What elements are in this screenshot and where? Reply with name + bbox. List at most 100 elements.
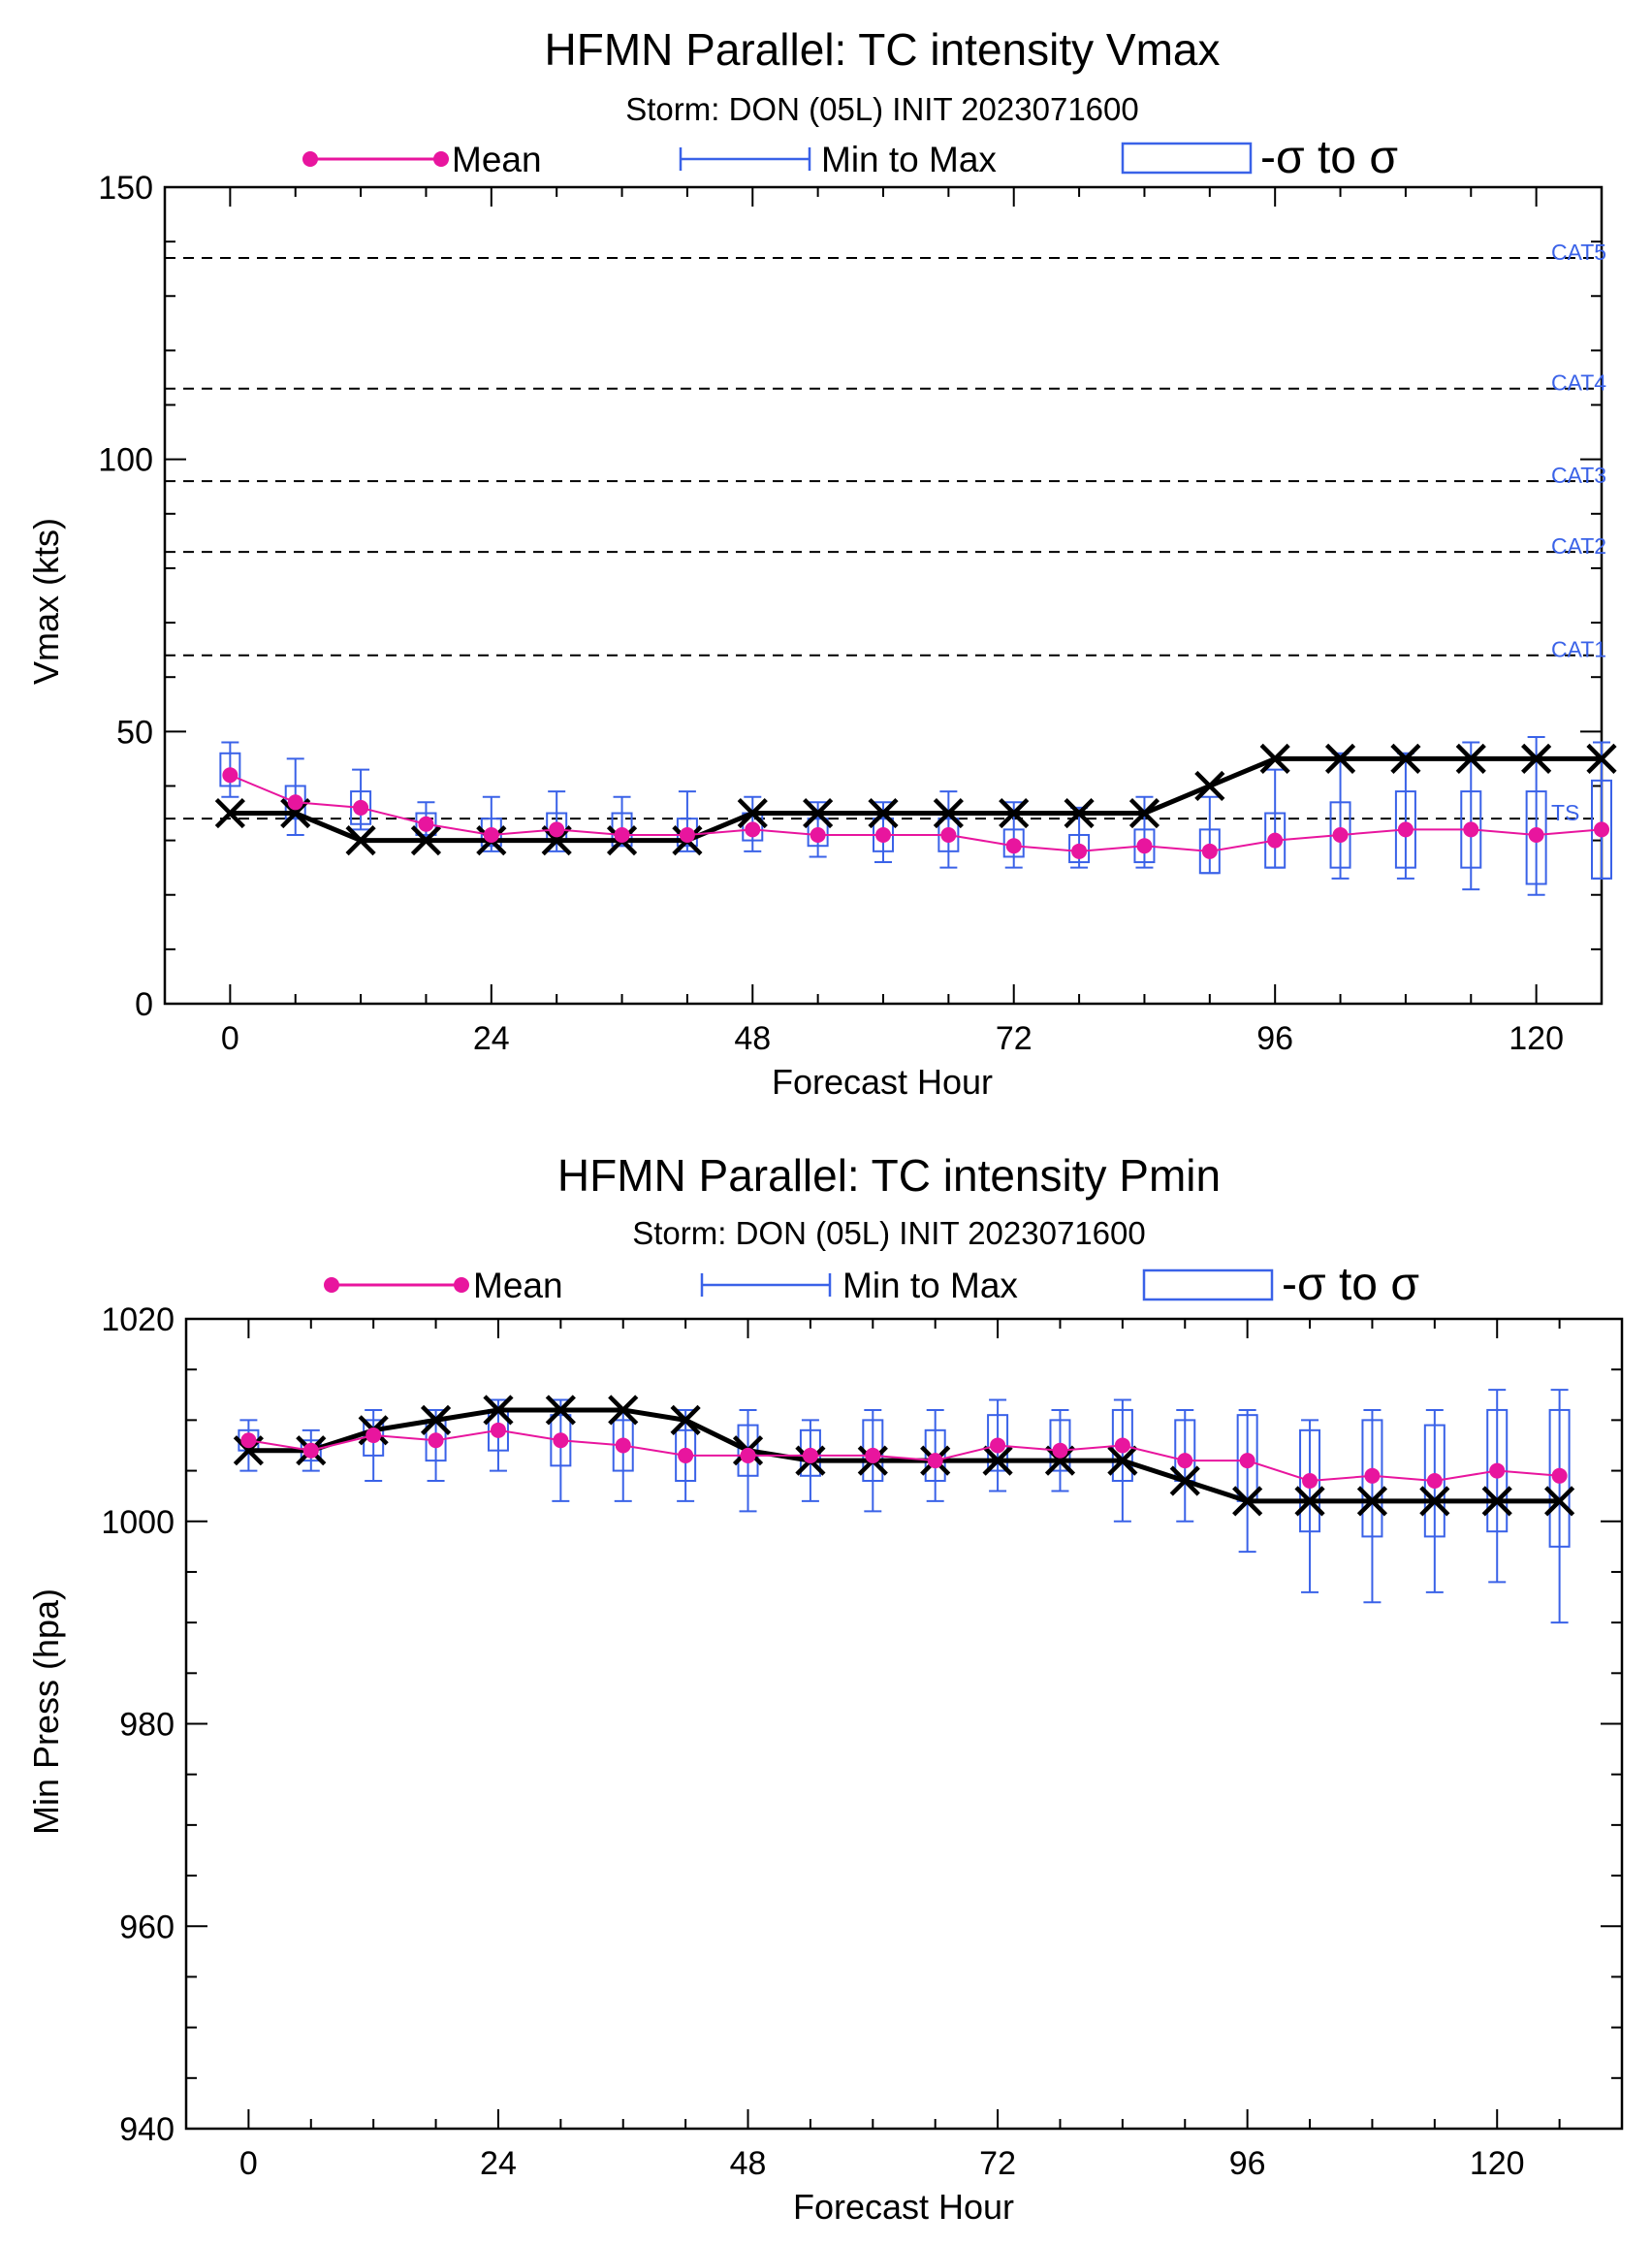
mean-point <box>365 1428 382 1444</box>
chart2-ylabel: Min Press (hpa) <box>26 1588 66 1835</box>
black-series-x-marker <box>999 797 1030 829</box>
black-series-x-marker <box>410 825 442 856</box>
x-marker-stroke <box>1064 797 1095 829</box>
sigma-box <box>1361 1419 1383 1538</box>
black-series-x-marker <box>608 1395 639 1426</box>
chart2-xlabel: Forecast Hour <box>793 2187 1014 2227</box>
x-marker-stroke <box>933 797 964 829</box>
x-marker-stroke <box>1259 743 1290 774</box>
mean-point <box>1364 1467 1381 1484</box>
threshold-label-cat3: CAT3 <box>1551 463 1606 488</box>
legend-sigma-box <box>1142 1268 1274 1301</box>
chart2-ytick-label: 1020 <box>101 1301 175 1338</box>
mean-point <box>302 1442 319 1459</box>
mean-point <box>940 826 957 843</box>
chart1-subtitle: Storm: DON (05L) INIT 2023071600 <box>625 91 1138 127</box>
black-series-x-marker <box>420 1404 452 1435</box>
mean-point <box>1071 843 1088 859</box>
threshold-label-cat1: CAT1 <box>1551 637 1606 662</box>
black-series-x-marker <box>982 1445 1013 1476</box>
mean-point <box>679 826 695 843</box>
chart2-ytick-label: 980 <box>119 1707 175 1744</box>
black-series-x-marker <box>803 797 834 829</box>
black-series-x-marker <box>1586 743 1617 774</box>
mean-series-line <box>248 1428 1560 1483</box>
x-marker-stroke <box>670 1404 701 1435</box>
mean-point <box>927 1453 943 1469</box>
mean-point <box>483 826 499 843</box>
black-series-x-marker <box>1128 797 1160 829</box>
mean-point <box>222 767 238 784</box>
threshold-label-cat4: CAT4 <box>1551 370 1606 396</box>
sigma-box <box>1548 1408 1571 1548</box>
black-series-x-marker <box>541 825 572 856</box>
mean-point <box>990 1437 1006 1454</box>
mean-point <box>1239 1453 1255 1469</box>
sigma-box <box>1002 828 1025 858</box>
x-marker-stroke <box>1169 1465 1200 1496</box>
chart2-ytick-label: 940 <box>119 2111 175 2148</box>
black-series-x-marker <box>1544 1486 1575 1517</box>
x-marker-stroke <box>1356 1486 1388 1517</box>
black-series-x-marker <box>483 1395 514 1426</box>
black-series-x-marker <box>1521 743 1552 774</box>
mean-point <box>678 1447 694 1463</box>
legend-sigma-label: -σ to σ <box>1260 132 1398 183</box>
mean-point <box>1052 1442 1068 1459</box>
legend-mean-marker-right <box>433 151 449 167</box>
x-marker-stroke <box>803 797 834 829</box>
x-marker-stroke <box>1419 1486 1450 1517</box>
mean-point <box>810 826 826 843</box>
black-series-line <box>248 1407 1560 1504</box>
x-marker-stroke <box>345 825 376 856</box>
legend-mean-label: Mean <box>452 140 542 179</box>
mean-point <box>1005 838 1022 854</box>
x-marker-stroke <box>410 825 442 856</box>
chart1-ytick-label: 50 <box>116 714 153 751</box>
x-marker-stroke <box>545 1395 576 1426</box>
black-series-x-marker <box>1356 1486 1388 1517</box>
mean-point <box>614 826 630 843</box>
mean-point <box>1114 1437 1130 1454</box>
mean-point <box>745 821 761 838</box>
mean-point <box>1426 1473 1443 1489</box>
mean-point <box>490 1422 506 1438</box>
sigma-box <box>987 1414 1009 1472</box>
chart1-plot: 0 24 48 72 96 120 0 50 100 150 CAT5 CAT4 CAT3 CAT2 CAT… <box>98 170 1617 1057</box>
mean-point <box>875 826 891 843</box>
black-series-x-marker <box>545 1395 576 1426</box>
black-series-x-marker <box>1232 1486 1263 1517</box>
mean-point <box>287 794 303 811</box>
mean-point <box>240 1432 257 1449</box>
mean-point <box>549 821 565 838</box>
black-series-x-marker <box>1259 743 1290 774</box>
mean-point <box>1332 826 1349 843</box>
chart1-xtick-label: 0 <box>221 1020 239 1057</box>
chart2-xtick-label: 24 <box>480 2145 517 2182</box>
legend-minmax-label: Min to Max <box>821 140 997 179</box>
chart2-plot: 0 24 48 72 96 120 940 960 980 1000 1020 <box>101 1301 1624 2182</box>
sigma-box <box>219 752 241 787</box>
mean-point <box>1136 838 1153 854</box>
x-marker-stroke <box>541 825 572 856</box>
black-series-x-marker <box>280 797 311 829</box>
chart2-xtick-label: 48 <box>730 2145 767 2182</box>
x-marker-stroke <box>1481 1486 1512 1517</box>
black-series-x-marker <box>1044 1445 1076 1476</box>
mean-point <box>1177 1453 1193 1469</box>
mean-point <box>802 1447 818 1463</box>
mean-point <box>740 1447 756 1463</box>
mean-point <box>1594 821 1609 838</box>
x-marker-stroke <box>1128 797 1160 829</box>
black-series-x-marker <box>1107 1445 1138 1476</box>
chart2-xtick-label: 72 <box>979 2145 1016 2182</box>
x-marker-stroke <box>483 1395 514 1426</box>
x-marker-stroke <box>737 797 768 829</box>
x-marker-stroke <box>1232 1486 1263 1517</box>
mean-point <box>1528 826 1544 843</box>
black-series-x-marker <box>1064 797 1095 829</box>
black-series-x-marker <box>1324 743 1356 774</box>
legend-mean-marker-left <box>324 1277 339 1293</box>
x-marker-stroke <box>1107 1445 1138 1476</box>
black-series-x-marker <box>1194 770 1225 802</box>
